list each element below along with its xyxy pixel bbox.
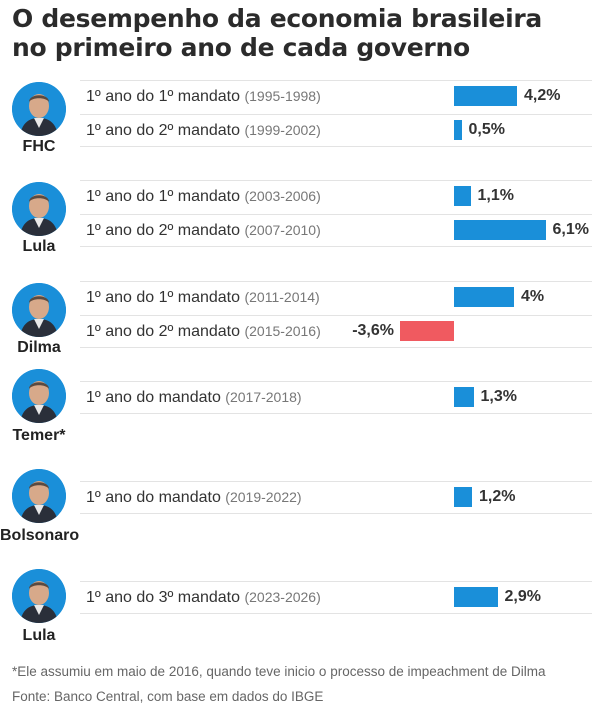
president-photo	[12, 82, 66, 136]
chart-row: 1º ano do 3º mandato (2023-2026) 2,9%	[80, 581, 592, 614]
president-name: Lula	[22, 238, 56, 255]
value-label: 6,1%	[552, 221, 589, 238]
row-divider	[80, 381, 592, 382]
gdp-bar	[454, 120, 462, 140]
president-name: Lula	[22, 627, 56, 644]
chart-row: 1º ano do 2º mandato (2007-2010) 6,1%	[80, 214, 592, 247]
gdp-bar	[454, 287, 514, 307]
gdp-bar	[454, 86, 517, 106]
term-period: (1995-1998)	[244, 88, 321, 104]
gdp-bar-negative	[400, 321, 454, 341]
chart-row: 1º ano do 2º mandato (2015-2016) -3,6%	[80, 315, 592, 348]
term-label: 1º ano do mandato	[86, 489, 221, 506]
row-label: 1º ano do mandato (2019-2022)	[86, 481, 302, 514]
value-label: 1,3%	[480, 388, 517, 405]
value-label: 2,9%	[504, 588, 541, 605]
row-label: 1º ano do mandato (2017-2018)	[86, 381, 302, 414]
gdp-bar	[454, 220, 546, 240]
term-label: 1º ano do 1º mandato	[86, 88, 241, 105]
row-divider	[80, 80, 592, 81]
president-photo	[12, 283, 66, 337]
term-period: (2003-2006)	[244, 188, 321, 204]
gdp-bar	[454, 186, 471, 206]
president-photo	[12, 369, 66, 423]
chart-row: 1º ano do 1º mandato (1995-1998) 4,2%	[80, 80, 592, 112]
term-period: (2019-2022)	[225, 489, 302, 505]
row-label: 1º ano do 2º mandato (2007-2010)	[86, 214, 321, 247]
president-name: Dilma	[17, 339, 61, 356]
row-label: 1º ano do 1º mandato (2003-2006)	[86, 180, 321, 213]
gdp-bar	[454, 487, 472, 507]
row-label: 1º ano do 3º mandato (2023-2026)	[86, 581, 321, 614]
source-note: Fonte: Banco Central, com base em dados …	[12, 689, 324, 704]
term-period: (2017-2018)	[225, 389, 302, 405]
row-divider	[80, 281, 592, 282]
term-label: 1º ano do 2º mandato	[86, 222, 241, 239]
term-label: 1º ano do 1º mandato	[86, 188, 241, 205]
president-name: FHC	[22, 138, 56, 155]
chart-row: 1º ano do 1º mandato (2003-2006) 1,1%	[80, 180, 592, 212]
term-period: (2011-2014)	[244, 289, 320, 305]
term-label: 1º ano do 2º mandato	[86, 323, 241, 340]
gdp-bar	[454, 387, 474, 407]
row-divider	[80, 613, 592, 614]
row-divider	[80, 413, 592, 414]
president-name: Temer*	[12, 427, 66, 444]
row-label: 1º ano do 2º mandato (1999-2002)	[86, 114, 321, 147]
row-divider	[80, 246, 592, 247]
term-period: (2023-2026)	[244, 589, 321, 605]
term-label: 1º ano do 2º mandato	[86, 122, 241, 139]
president-name: Bolsonaro	[0, 527, 80, 544]
row-divider	[80, 315, 592, 316]
chart-title-line-1: O desempenho da economia brasileira	[12, 4, 542, 33]
chart-title: O desempenho da economia brasileira no p…	[12, 4, 592, 62]
value-label: 1,1%	[477, 187, 514, 204]
row-label: 1º ano do 2º mandato (2015-2016)	[86, 315, 321, 348]
value-label: -3,6%	[352, 322, 394, 339]
row-divider	[80, 146, 592, 147]
gdp-bar	[454, 587, 498, 607]
president-photo	[12, 182, 66, 236]
chart-title-line-2: no primeiro ano de cada governo	[12, 33, 470, 62]
row-divider	[80, 581, 592, 582]
term-period: (2007-2010)	[244, 222, 321, 238]
chart-row: 1º ano do mandato (2017-2018) 1,3%	[80, 381, 592, 414]
chart-row: 1º ano do 1º mandato (2011-2014) 4%	[80, 281, 592, 313]
term-label: 1º ano do 3º mandato	[86, 589, 241, 606]
value-label: 4%	[521, 288, 545, 305]
row-divider	[80, 481, 592, 482]
chart-row: 1º ano do 2º mandato (1999-2002) 0,5%	[80, 114, 592, 147]
term-label: 1º ano do 1º mandato	[86, 289, 241, 306]
term-period: (1999-2002)	[244, 122, 321, 138]
row-divider	[80, 114, 592, 115]
row-divider	[80, 513, 592, 514]
term-label: 1º ano do mandato	[86, 389, 221, 406]
chart-row: 1º ano do mandato (2019-2022) 1,2%	[80, 481, 592, 514]
value-label: 0,5%	[468, 121, 505, 138]
president-photo	[12, 569, 66, 623]
row-label: 1º ano do 1º mandato (2011-2014)	[86, 281, 320, 314]
row-divider	[80, 214, 592, 215]
row-divider	[80, 347, 592, 348]
row-divider	[80, 180, 592, 181]
term-period: (2015-2016)	[244, 323, 321, 339]
row-label: 1º ano do 1º mandato (1995-1998)	[86, 80, 321, 113]
value-label: 1,2%	[479, 488, 516, 505]
footnote: *Ele assumiu em maio de 2016, quando tev…	[12, 664, 546, 679]
value-label: 4,2%	[524, 87, 561, 104]
president-photo	[12, 469, 66, 523]
